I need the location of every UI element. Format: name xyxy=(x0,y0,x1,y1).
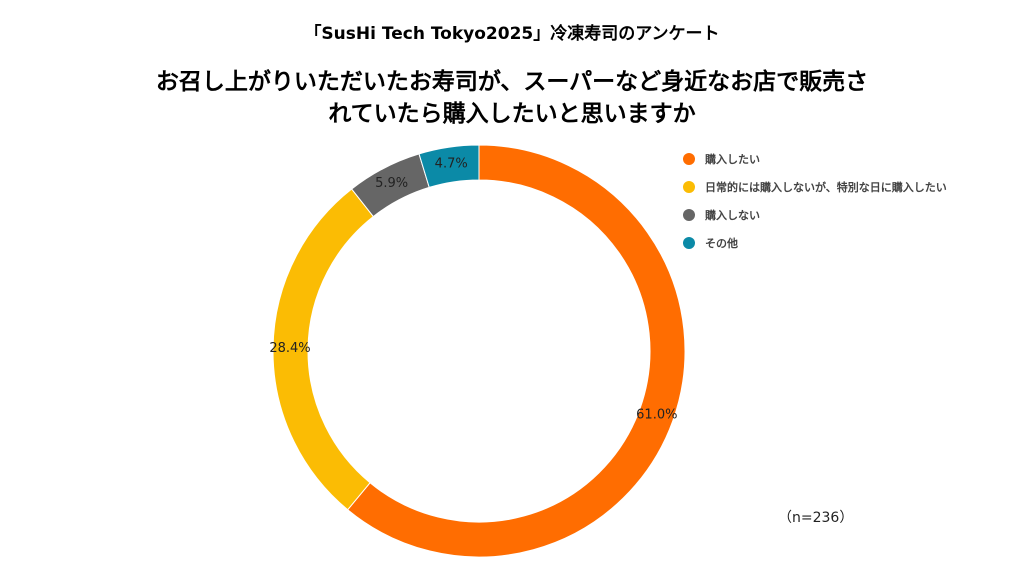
donut-slice-0 xyxy=(346,144,686,558)
legend-label-0: 購入したい xyxy=(705,153,760,166)
legend-swatch-2 xyxy=(683,209,695,221)
chart-subtitle: 「SusHi Tech Tokyo2025」冷凍寿司のアンケート xyxy=(304,24,720,44)
slice-value-label-1: 28.4% xyxy=(269,341,310,356)
legend-item-0: 購入したい xyxy=(683,150,1013,168)
slice-value-label-3: 4.7% xyxy=(435,157,468,172)
legend-swatch-1 xyxy=(683,181,695,193)
legend-swatch-0 xyxy=(683,153,695,165)
legend-label-1: 日常的には購入しないが、特別な日に購入したい xyxy=(705,181,947,194)
slice-value-label-2: 5.9% xyxy=(375,176,408,191)
legend-label-2: 購入しない xyxy=(705,209,760,222)
chart-title-line-2: れていたら購入したいと思いますか xyxy=(328,101,696,127)
sample-size-note: （n=236） xyxy=(778,510,854,526)
legend-label-3: その他 xyxy=(705,237,738,250)
chart-title-line-1: お召し上がりいただいたお寿司が、スーパーなど身近なお店で販売さ xyxy=(155,69,869,95)
legend-item-2: 購入しない xyxy=(683,206,1013,224)
legend-item-1: 日常的には購入しないが、特別な日に購入したい xyxy=(683,178,1013,196)
legend-swatch-3 xyxy=(683,237,695,249)
chart-title: お召し上がりいただいたお寿司が、スーパーなど身近なお店で販売さ れていたら購入し… xyxy=(60,66,964,130)
chart-legend: 購入したい 日常的には購入しないが、特別な日に購入したい 購入しない その他 xyxy=(683,150,1013,262)
donut-slice-3 xyxy=(418,144,480,189)
legend-item-3: その他 xyxy=(683,234,1013,252)
slice-value-label-0: 61.0% xyxy=(636,408,677,423)
